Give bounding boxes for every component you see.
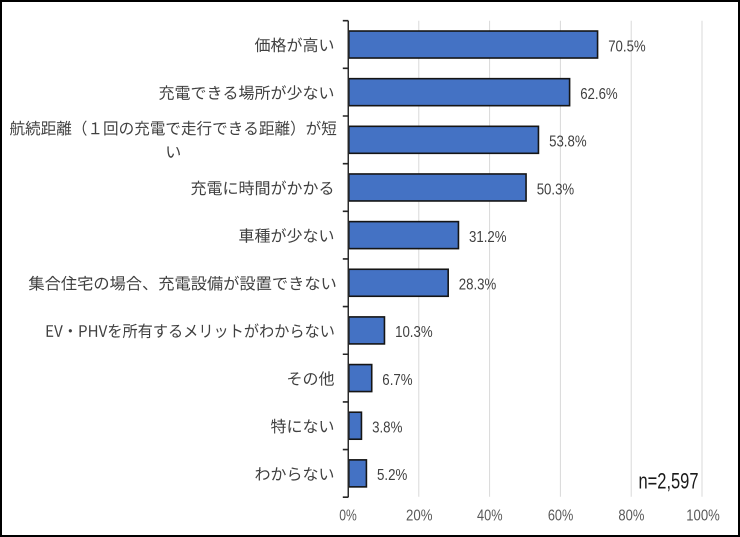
svg-text:53.8%: 53.8% xyxy=(549,134,587,151)
svg-text:80%: 80% xyxy=(618,508,644,525)
svg-text:5.2%: 5.2% xyxy=(377,467,407,484)
svg-text:0%: 0% xyxy=(339,508,357,525)
svg-text:28.3%: 28.3% xyxy=(459,277,497,294)
svg-text:10.3%: 10.3% xyxy=(395,324,433,341)
svg-text:100%: 100% xyxy=(686,508,720,525)
svg-text:40%: 40% xyxy=(477,508,503,525)
svg-text:20%: 20% xyxy=(406,508,433,525)
svg-text:6.7%: 6.7% xyxy=(382,372,412,389)
svg-text:60%: 60% xyxy=(548,508,574,525)
svg-text:31.2%: 31.2% xyxy=(469,229,507,246)
svg-text:50.3%: 50.3% xyxy=(537,181,575,198)
svg-text:70.5%: 70.5% xyxy=(608,38,646,55)
svg-text:n=2,597: n=2,597 xyxy=(639,469,699,494)
svg-text:62.6%: 62.6% xyxy=(580,86,618,103)
svg-text:3.8%: 3.8% xyxy=(372,420,402,437)
